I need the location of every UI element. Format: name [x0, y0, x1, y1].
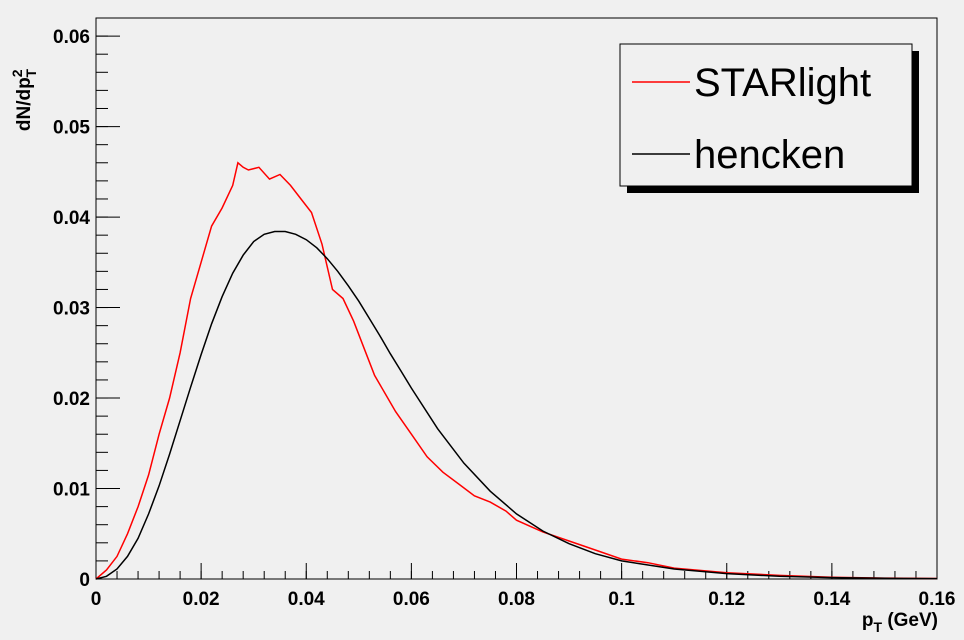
x-axis-title-main: p [862, 610, 874, 631]
y-tick-label: 0.05 [53, 118, 90, 139]
y-axis-title-sub: T [23, 68, 39, 77]
y-axis-title-sup: 2 [9, 69, 25, 77]
y-tick-label: 0.06 [53, 27, 90, 48]
x-axis-ticks: 0 0.02 0.04 0.06 0.08 0.1 0.12 0.14 0.16 [91, 563, 956, 610]
x-tick-label: 0.12 [708, 589, 745, 610]
y-tick-label: 0 [79, 570, 90, 591]
series-line-hencken [95, 230, 938, 580]
x-tick-label: 0.1 [608, 589, 635, 610]
y-tick-label: 0.02 [53, 389, 90, 410]
legend: STARlight hencken [619, 43, 919, 193]
y-axis-ticks: 0 0.01 0.02 0.03 0.04 0.05 0.06 [53, 17, 120, 591]
y-tick-label: 0.01 [53, 480, 90, 501]
series-line-starlight [95, 161, 938, 580]
y-tick-label: 0.03 [53, 299, 90, 320]
x-tick-label: 0.04 [288, 589, 325, 610]
y-axis-title: dN/dp2T [9, 68, 39, 131]
x-axis-title: pT (GeV) [862, 610, 938, 635]
x-tick-label: 0.02 [183, 589, 220, 610]
x-tick-label: 0.06 [393, 589, 430, 610]
x-tick-label: 0.08 [498, 589, 535, 610]
y-axis-title-main: dN/dp [14, 77, 35, 131]
x-axis-title-sub: T [873, 619, 882, 635]
legend-label-starlight: STARlight [694, 61, 871, 105]
series-layer [95, 161, 938, 580]
legend-box [619, 43, 913, 187]
x-tick-label: 0.16 [919, 589, 956, 610]
y-tick-label: 0.04 [53, 208, 90, 229]
x-tick-label: 0.14 [813, 589, 850, 610]
x-tick-label: 0 [91, 589, 102, 610]
x-axis-title-rest: (GeV) [882, 610, 938, 631]
legend-label-hencken: hencken [694, 133, 845, 177]
